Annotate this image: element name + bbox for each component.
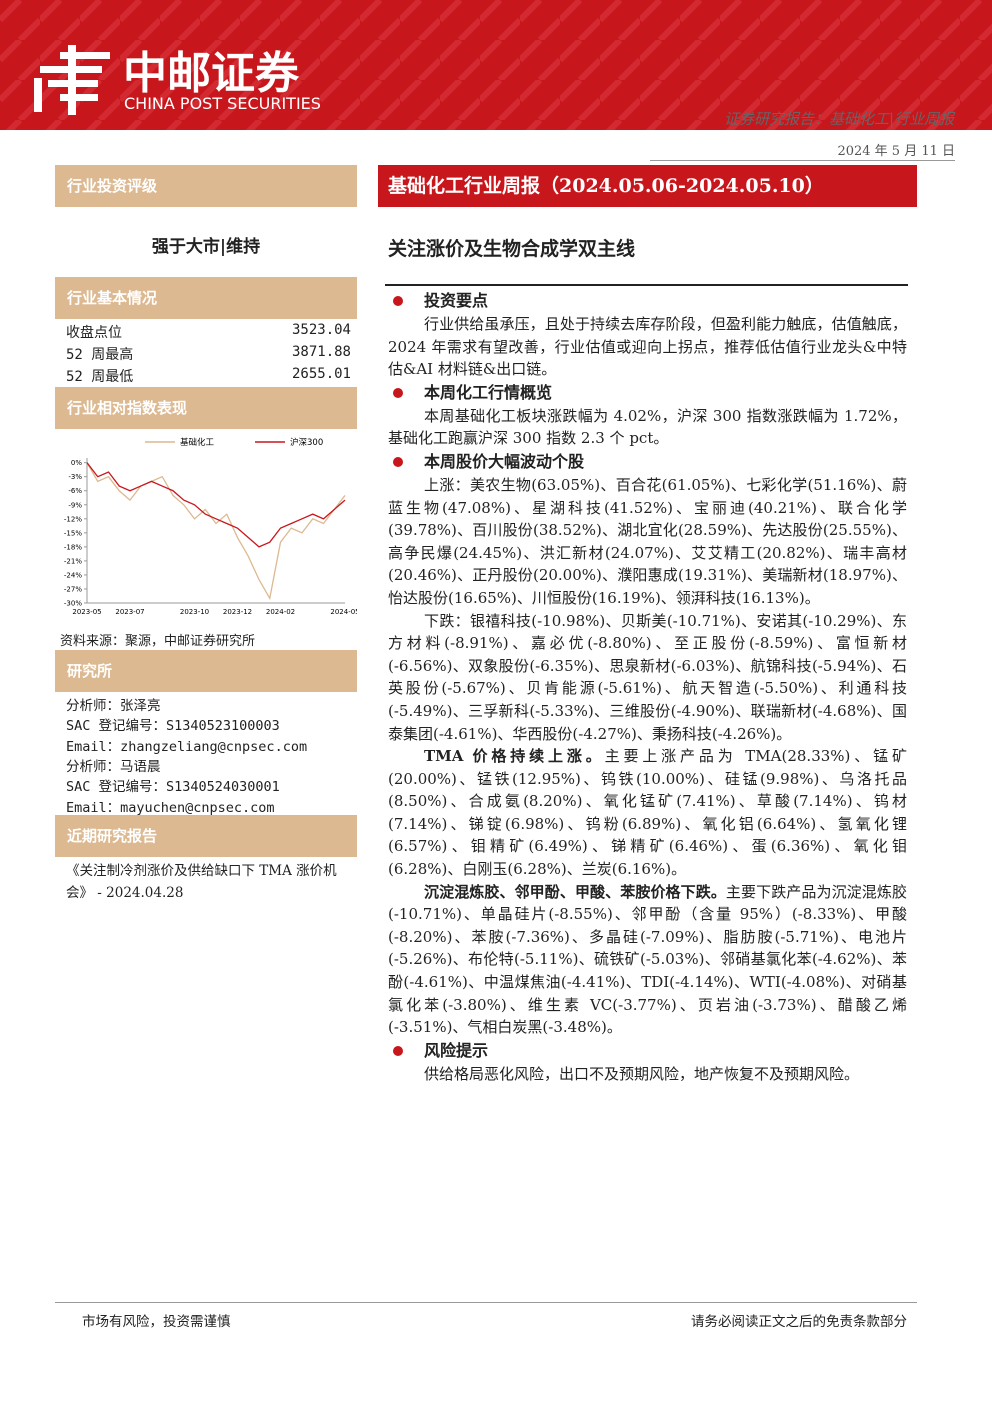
analyst-line: 分析师：马语晨 [66, 758, 161, 775]
footer-right: 请务必阅读正文之后的免责条款部分 [691, 1314, 907, 1330]
paragraph-lead: TMA 价格持续上涨。 [424, 747, 605, 766]
x-tick-label: 2023-05 [72, 608, 101, 616]
analyst-line: SAC 登记编号：S1340524030001 [66, 779, 280, 796]
analyst-line: Email：zhangzeliang@cnpsec.com [66, 738, 308, 755]
y-tick-label: -24% [64, 571, 82, 579]
series-line [86, 462, 346, 548]
rating: 强于大市|维持 [151, 237, 261, 257]
y-tick-label: -12% [64, 515, 82, 523]
paragraph-text: 主要下跌产品为沉淀混炼胶(-10.71%)、单晶硅片(-8.55%)、邻甲酚（含… [388, 882, 907, 1037]
paragraph-text: 下跌：银禧科技(-10.98%)、贝斯美(-10.71%)、安诺其(-10.29… [388, 611, 907, 743]
footer-left: 市场有风险，投资需谨慎 [82, 1314, 231, 1330]
y-tick-label: -9% [68, 501, 82, 509]
paragraph: 行业供给虽承压，且处于持续去库存阶段，但盈利能力触底，估值触底，2024 年需求… [388, 313, 907, 381]
footer-line [55, 1302, 917, 1303]
analyst-line: 分析师：张泽亮 [66, 698, 161, 714]
section-heading: 行业相对指数表现 [55, 387, 357, 429]
report-subtitle: 关注涨价及生物合成学双主线 [388, 238, 636, 260]
basics-row: 收盘点位 3523.04 [66, 322, 351, 342]
section-heading: 本周化工行情概览 [388, 381, 907, 405]
basics-row: 52 周最高 3871.88 [66, 344, 351, 364]
report-title: 基础化工行业周报（2024.05.06-2024.05.10） [378, 165, 917, 207]
paragraph: 上涨：美农生物(63.05%)、百合花(61.05%)、七彩化学(51.16%)… [388, 474, 907, 610]
paragraph-text: 本周基础化工板块涨跌幅为 4.02%，沪深 300 指数涨跌幅为 1.72%，基… [388, 406, 907, 448]
paragraph: 本周基础化工板块涨跌幅为 4.02%，沪深 300 指数涨跌幅为 1.72%，基… [388, 405, 907, 450]
basics-value: 2655.01 [291, 366, 351, 382]
y-tick-label: 0% [71, 459, 82, 467]
paragraph-text: 供给格局恶化风险，出口不及预期风险，地产恢复不及预期风险。 [424, 1064, 860, 1083]
legend-label: 沪深300 [290, 437, 323, 448]
logo-en: CHINA POST SECURITIES [124, 94, 321, 113]
y-tick-label: -18% [64, 543, 82, 551]
basics-value: 3523.04 [291, 322, 351, 338]
paragraph: 下跌：银禧科技(-10.98%)、贝斯美(-10.71%)、安诺其(-10.29… [388, 610, 907, 746]
paragraph-text: 行业供给虽承压，且处于持续去库存阶段，但盈利能力触底，估值触底，2024 年需求… [388, 315, 907, 379]
section-heading: 近期研究报告 [55, 815, 357, 857]
x-tick-label: 2023-07 [115, 608, 144, 616]
section-heading: 行业投资评级 [55, 165, 357, 207]
x-tick-label: 2024-05 [330, 608, 357, 616]
basics-label: 收盘点位 [66, 325, 122, 341]
analyst-line: Email：mayuchen@cnpsec.com [66, 799, 275, 816]
basics-label: 52 周最低 [66, 369, 134, 385]
section-heading: 行业基本情况 [55, 277, 357, 319]
paragraph-text: 主要上涨产品为 TMA(28.33%)、锰矿(20.00%)、锰铁(12.95%… [388, 747, 907, 879]
paragraph: TMA 价格持续上涨。主要上涨产品为 TMA(28.33%)、锰矿(20.00%… [388, 745, 907, 881]
y-tick-label: -21% [64, 557, 82, 565]
chart: 0%-3%-6%-9%-12%-15%-18%-21%-24%-27%-30%2… [64, 437, 357, 616]
x-tick-label: 2023-12 [223, 608, 252, 616]
y-tick-label: -30% [64, 600, 82, 608]
logo-icon [34, 45, 110, 115]
y-tick-label: -27% [64, 585, 82, 593]
legend-label: 基础化工 [180, 437, 215, 448]
x-tick-label: 2024-02 [266, 608, 295, 616]
y-tick-label: -3% [68, 473, 82, 481]
y-tick-label: -15% [64, 529, 82, 537]
header-band: 中邮证券 CHINA POST SECURITIES [0, 0, 992, 130]
logo-cn: 中邮证券 [123, 48, 300, 99]
recent-report: 《关注制冷剂涨价及供给缺口下 TMA 涨价机会》 - 2024.04.28 [66, 863, 337, 901]
divider [385, 284, 908, 286]
series-line [86, 462, 346, 601]
paragraph-lead: 沉淀混炼胶、邻甲酚、甲酸、苯胺价格下跌。 [424, 882, 726, 901]
basics-value: 3871.88 [291, 344, 351, 360]
x-tick-label: 2023-10 [180, 608, 209, 616]
basics-label: 52 周最高 [66, 347, 134, 363]
basics-row: 52 周最低 2655.01 [66, 366, 351, 386]
analyst-line: SAC 登记编号：S1340523100003 [66, 718, 280, 735]
report-type: 证券研究报告：基础化工|行业周报 [723, 110, 954, 128]
paragraph: 沉淀混炼胶、邻甲酚、甲酸、苯胺价格下跌。主要下跌产品为沉淀混炼胶(-10.71%… [388, 881, 907, 1039]
paragraph: 供给格局恶化风险，出口不及预期风险，地产恢复不及预期风险。 [388, 1063, 907, 1086]
report-date: 2024 年 5 月 11 日 [650, 140, 955, 161]
section-heading: 本周股价大幅波动个股 [388, 450, 907, 474]
y-tick-label: -6% [68, 487, 82, 495]
main-content: 投资要点 行业供给虽承压，且处于持续去库存阶段，但盈利能力触底，估值触底，2024… [388, 289, 907, 1085]
chart-source: 资料来源：聚源，中邮证券研究所 [60, 634, 256, 649]
paragraph-text: 上涨：美农生物(63.05%)、百合花(61.05%)、七彩化学(51.16%)… [388, 475, 907, 607]
section-heading: 风险提示 [388, 1039, 907, 1063]
section-heading: 研究所 [55, 650, 357, 692]
section-heading: 投资要点 [388, 289, 907, 313]
